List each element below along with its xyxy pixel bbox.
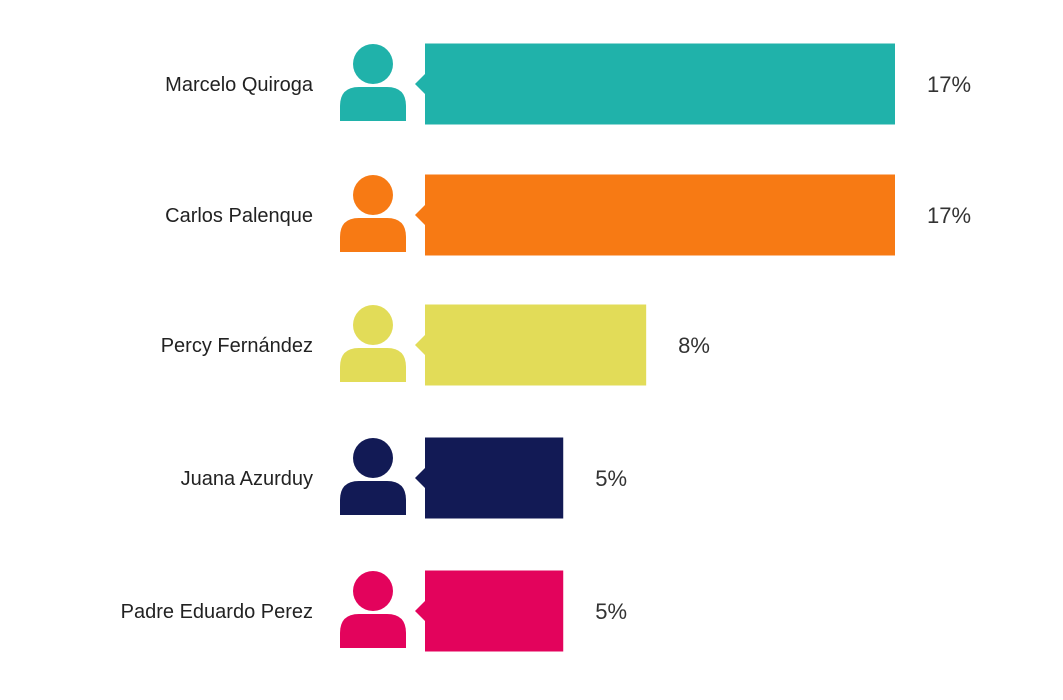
person-icon bbox=[340, 44, 406, 121]
person-icon bbox=[340, 305, 406, 382]
chart-rows: Marcelo Quiroga 17% Carlos Palenque 17% Perc… bbox=[121, 43, 971, 652]
category-label: Percy Fernández bbox=[161, 335, 313, 357]
bar bbox=[415, 43, 895, 125]
chart-row: Juana Azurduy 5% bbox=[181, 437, 627, 519]
person-icon bbox=[340, 571, 406, 648]
value-label: 8% bbox=[678, 333, 710, 358]
value-label: 17% bbox=[927, 72, 971, 97]
chart-row: Carlos Palenque 17% bbox=[165, 174, 971, 256]
category-label: Juana Azurduy bbox=[181, 468, 313, 490]
chart-row: Marcelo Quiroga 17% bbox=[165, 43, 971, 125]
bar bbox=[415, 174, 895, 256]
category-label: Carlos Palenque bbox=[165, 205, 313, 227]
bar bbox=[415, 437, 564, 519]
chart-row: Percy Fernández 8% bbox=[161, 304, 710, 386]
category-label: Marcelo Quiroga bbox=[165, 74, 314, 96]
bar bbox=[415, 570, 564, 652]
value-label: 17% bbox=[927, 203, 971, 228]
category-label: Padre Eduardo Perez bbox=[121, 601, 313, 623]
person-icon bbox=[340, 175, 406, 252]
chart-row: Padre Eduardo Perez 5% bbox=[121, 570, 627, 652]
bar bbox=[415, 304, 647, 386]
value-label: 5% bbox=[595, 466, 627, 491]
person-icon bbox=[340, 438, 406, 515]
value-label: 5% bbox=[595, 599, 627, 624]
